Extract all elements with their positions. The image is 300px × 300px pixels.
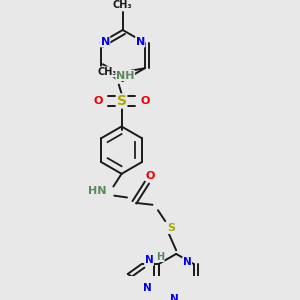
Text: S: S xyxy=(117,94,127,108)
Text: N: N xyxy=(136,37,145,47)
Text: N: N xyxy=(145,255,154,265)
Text: O: O xyxy=(140,96,150,106)
Text: N: N xyxy=(183,257,191,267)
Text: H: H xyxy=(156,252,164,262)
Text: CH₃: CH₃ xyxy=(113,0,133,11)
Text: N: N xyxy=(100,37,110,47)
Text: N: N xyxy=(143,284,152,293)
Text: CH₃: CH₃ xyxy=(98,67,118,77)
Text: O: O xyxy=(93,96,103,106)
Text: HN: HN xyxy=(88,186,107,196)
Text: O: O xyxy=(145,171,154,181)
Text: S: S xyxy=(168,224,176,233)
Text: NH: NH xyxy=(116,70,134,80)
Text: N: N xyxy=(170,293,179,300)
